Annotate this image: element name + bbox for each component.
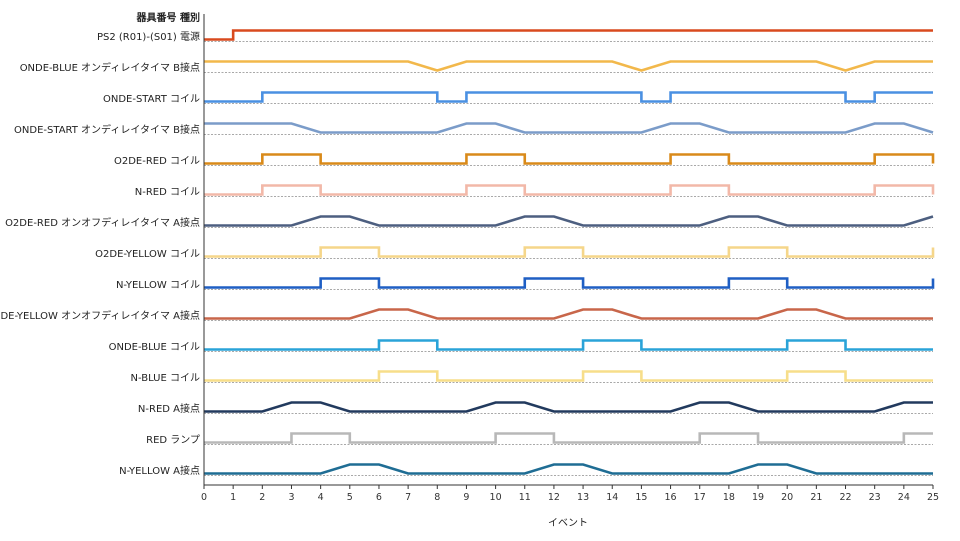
signal-label: N-BLUE コイル: [131, 373, 200, 384]
signal-waveform: [204, 339, 933, 351]
signal-waveform: [204, 91, 933, 103]
signal-waveform: [204, 246, 935, 258]
x-tick-label: 14: [606, 492, 618, 503]
signal-row: O2DE-RED コイル: [114, 153, 935, 167]
x-tick-label: 8: [434, 492, 440, 503]
x-tick-label: 23: [869, 492, 881, 503]
signal-label: ONDE-START オンディレイタイマ B接点: [14, 123, 200, 136]
signal-label: O2DE-RED オンオフディレイタイマ A接点: [5, 216, 200, 229]
signal-label: O2DE-RED コイル: [114, 156, 200, 167]
signal-label: N-RED コイル: [135, 187, 200, 198]
x-tick-label: 20: [781, 492, 793, 503]
x-tick-label: 0: [201, 492, 207, 503]
x-tick-label: 15: [635, 492, 647, 503]
x-tick-label: 10: [490, 492, 502, 503]
signal-waveform: [204, 277, 935, 289]
signal-row: N-RED コイル: [135, 184, 935, 198]
x-tick-label: 25: [927, 492, 939, 503]
signal-row: PS2 (R01)-(S01) 電源: [97, 29, 933, 43]
signal-row: O2DE-YELLOW コイル: [95, 246, 935, 260]
signal-waveform: [204, 184, 935, 196]
signal-row: O2DE-YELLOW オンオフディレイタイマ A接点: [0, 308, 933, 322]
signal-label: N-YELLOW A接点: [119, 464, 200, 477]
signal-label: O2DE-YELLOW コイル: [95, 249, 200, 260]
signal-row: ONDE-BLUE コイル: [109, 339, 933, 353]
signal-label: PS2 (R01)-(S01) 電源: [97, 30, 200, 43]
signal-label: ONDE-BLUE コイル: [109, 342, 200, 353]
x-tick-label: 7: [405, 492, 411, 503]
signal-label: N-YELLOW コイル: [116, 280, 200, 291]
column-header: 器具番号 種別: [136, 11, 200, 24]
x-tick-label: 1: [230, 492, 236, 503]
signal-waveform: [204, 60, 933, 72]
signal-label: ONDE-BLUE オンディレイタイマ B接点: [20, 61, 200, 74]
x-tick-label: 2: [259, 492, 265, 503]
signal-row: O2DE-RED オンオフディレイタイマ A接点: [5, 215, 934, 229]
signal-label: N-RED A接点: [138, 402, 200, 415]
signal-label: ONDE-START コイル: [103, 94, 200, 105]
signal-row: ONDE-START オンディレイタイマ B接点: [14, 122, 934, 136]
x-tick-label: 5: [347, 492, 353, 503]
x-tick-label: 17: [694, 492, 706, 503]
signal-waveform: [204, 153, 935, 165]
x-tick-label: 21: [810, 492, 822, 503]
x-tick-label: 18: [723, 492, 735, 503]
signal-label: O2DE-YELLOW オンオフディレイタイマ A接点: [0, 309, 200, 322]
signal-row: N-RED A接点: [138, 401, 933, 415]
signal-waveform: [204, 308, 933, 320]
x-tick-label: 13: [577, 492, 589, 503]
signal-waveform: [204, 215, 934, 227]
signal-waveform: [204, 401, 933, 413]
signal-row: N-YELLOW A接点: [119, 463, 933, 477]
x-tick-label: 22: [839, 492, 851, 503]
signal-waveform: [204, 370, 933, 382]
signal-label: RED ランプ: [146, 434, 200, 446]
signal-row: N-BLUE コイル: [131, 370, 933, 384]
x-tick-label: 4: [318, 492, 324, 503]
signal-row: RED ランプ: [146, 432, 933, 446]
signal-waveform: [204, 122, 934, 134]
x-tick-label: 16: [665, 492, 677, 503]
x-tick-label: 11: [519, 492, 531, 503]
signal-waveform: [204, 29, 933, 41]
signal-row: ONDE-BLUE オンディレイタイマ B接点: [20, 60, 933, 74]
x-axis: 0 1 2 3 4 5 6 7 8 9 10 11 12 13 14 15 16 17 18 19 20 21 22 23 24…: [201, 14, 939, 503]
signal-row: ONDE-START コイル: [103, 91, 933, 105]
x-tick-label: 12: [548, 492, 560, 503]
signal-waveform: [204, 463, 933, 475]
x-tick-label: 3: [288, 492, 294, 503]
x-tick-label: 19: [752, 492, 764, 503]
x-tick-label: 6: [376, 492, 382, 503]
x-tick-label: 24: [898, 492, 910, 503]
x-axis-label: イベント: [548, 517, 588, 529]
signal-waveform: [204, 432, 933, 444]
x-tick-label: 9: [463, 492, 469, 503]
signal-row: N-YELLOW コイル: [116, 277, 935, 291]
